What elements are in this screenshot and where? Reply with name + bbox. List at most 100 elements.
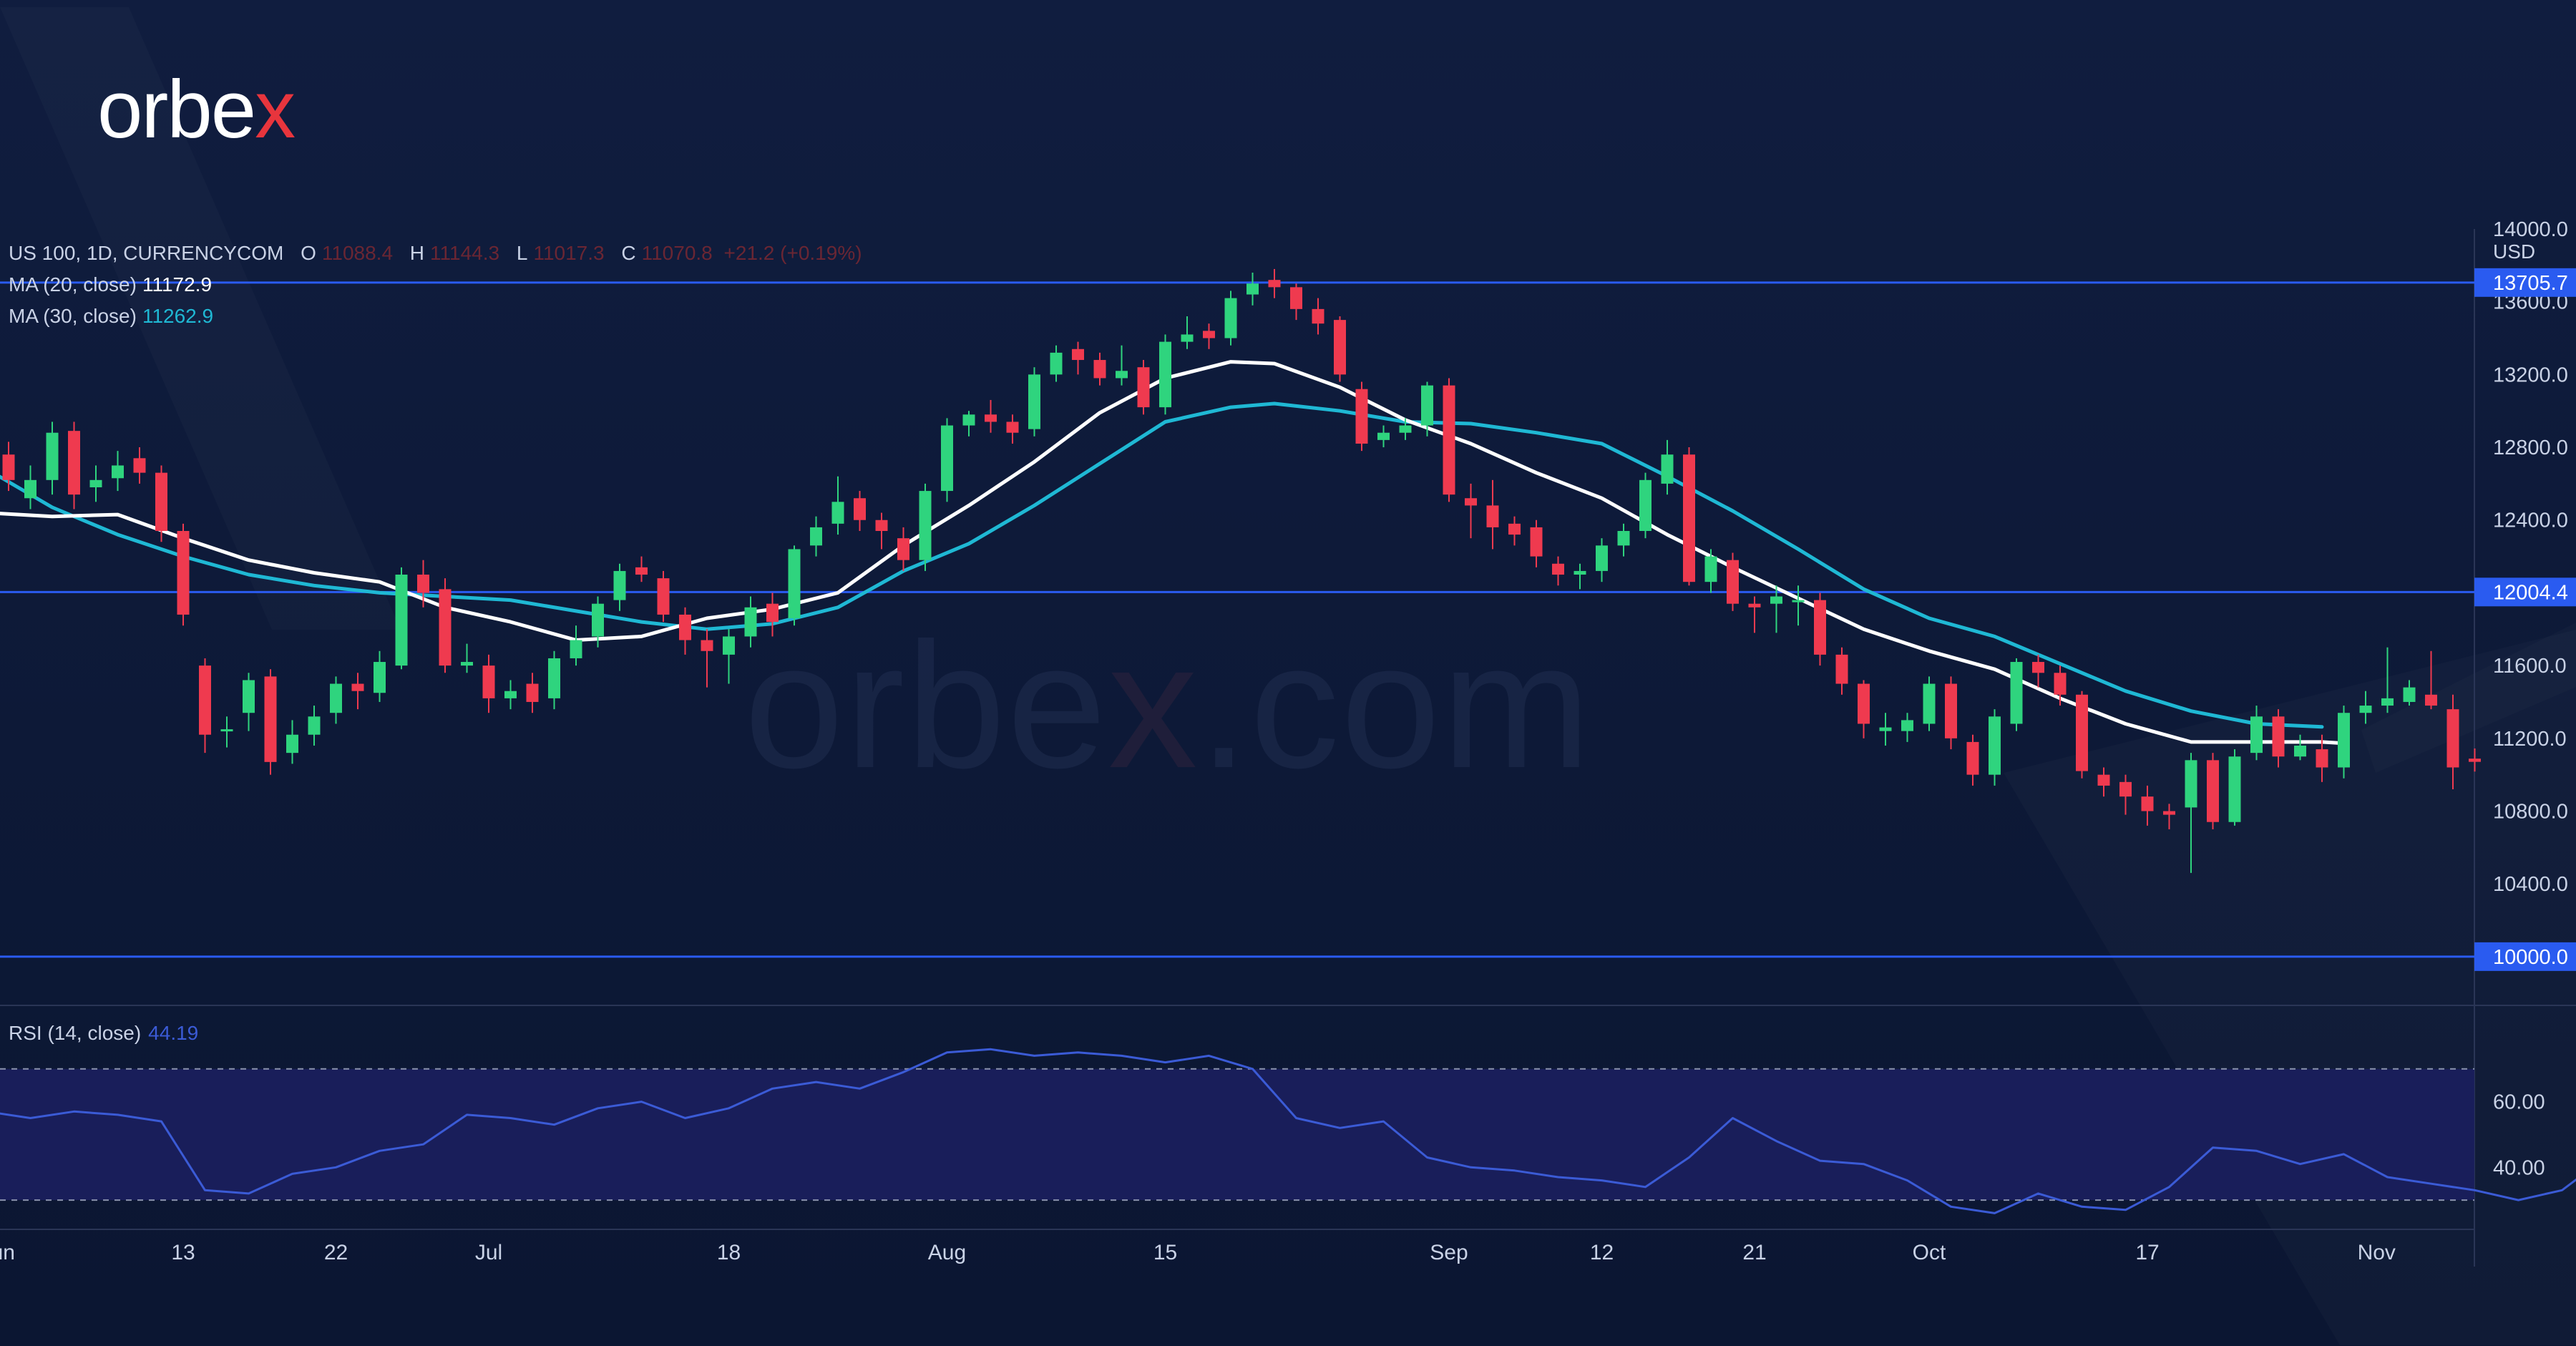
candle-body[interactable] <box>2469 759 2481 762</box>
candle-body[interactable] <box>788 549 801 619</box>
candle-body[interactable] <box>24 479 36 499</box>
candle-body[interactable] <box>744 607 757 637</box>
candle-body[interactable] <box>308 716 321 735</box>
candle-body[interactable] <box>2163 811 2175 815</box>
candle-body[interactable] <box>89 479 102 487</box>
candle-body[interactable] <box>962 414 975 426</box>
candle-body[interactable] <box>592 603 604 637</box>
candle-body[interactable] <box>2207 760 2219 822</box>
candle-body[interactable] <box>1966 741 1979 775</box>
candle-body[interactable] <box>635 567 648 575</box>
candle-body[interactable] <box>504 691 517 698</box>
candle-body[interactable] <box>2185 760 2197 808</box>
candle-body[interactable] <box>2446 709 2459 768</box>
ma20-legend[interactable]: MA (20, close) 11172.9 <box>9 273 212 296</box>
candle-body[interactable] <box>1443 385 1455 495</box>
candle-body[interactable] <box>351 683 364 691</box>
candle-body[interactable] <box>1203 331 1215 338</box>
candle-body[interactable] <box>1181 334 1194 342</box>
candle-body[interactable] <box>46 432 59 480</box>
candle-body[interactable] <box>1617 531 1630 546</box>
candle-body[interactable] <box>1312 308 1324 324</box>
candle-body[interactable] <box>1901 720 1913 731</box>
candle-body[interactable] <box>461 662 473 666</box>
candle-body[interactable] <box>2272 716 2285 757</box>
candle-body[interactable] <box>482 665 495 698</box>
candle-body[interactable] <box>1116 371 1128 379</box>
candle-body[interactable] <box>1879 727 1892 731</box>
candle-body[interactable] <box>1835 654 1848 684</box>
rsi-legend[interactable]: RSI (14, close) 44.19 <box>9 1022 198 1045</box>
candle-body[interactable] <box>439 589 452 666</box>
candle-body[interactable] <box>1574 570 1586 575</box>
candle-body[interactable] <box>1137 367 1150 408</box>
candle-body[interactable] <box>1704 556 1717 582</box>
candle-body[interactable] <box>1465 498 1477 506</box>
candle-body[interactable] <box>1050 352 1063 375</box>
candle-body[interactable] <box>2294 745 2306 757</box>
candle-body[interactable] <box>679 614 691 640</box>
candle-body[interactable] <box>395 575 408 666</box>
candle-body[interactable] <box>2381 698 2394 706</box>
symbol-legend[interactable]: US 100, 1D, CURRENCYCOM O 11088.4 H 11144.… <box>9 242 862 265</box>
candle-body[interactable] <box>243 680 255 713</box>
candle-body[interactable] <box>1596 545 1608 571</box>
candle-body[interactable] <box>1639 479 1652 531</box>
candle-body[interactable] <box>2010 662 2023 724</box>
candle-body[interactable] <box>1770 596 1782 604</box>
candle-body[interactable] <box>1530 527 1543 557</box>
candle-body[interactable] <box>897 538 909 560</box>
candle-body[interactable] <box>264 676 277 762</box>
candle-body[interactable] <box>613 570 626 600</box>
candle-body[interactable] <box>1945 683 1957 738</box>
candle-body[interactable] <box>657 578 670 615</box>
candle-body[interactable] <box>810 527 822 546</box>
candle-body[interactable] <box>1989 716 2001 775</box>
candle-body[interactable] <box>374 662 386 693</box>
candle-body[interactable] <box>766 603 779 623</box>
candle-body[interactable] <box>1486 505 1499 527</box>
candle-body[interactable] <box>1661 454 1674 484</box>
candle-body[interactable] <box>1923 683 1936 724</box>
candle-body[interactable] <box>1858 683 1870 724</box>
candle-body[interactable] <box>199 665 211 735</box>
candle-body[interactable] <box>570 640 582 658</box>
candle-body[interactable] <box>1246 283 1259 295</box>
candle-body[interactable] <box>155 472 167 531</box>
candle-body[interactable] <box>286 734 298 754</box>
candle-body[interactable] <box>1224 298 1237 338</box>
candle-body[interactable] <box>2338 713 2350 768</box>
candle-body[interactable] <box>1748 603 1761 608</box>
candle-body[interactable] <box>1268 280 1281 288</box>
candle-body[interactable] <box>526 683 539 702</box>
candle-body[interactable] <box>1355 389 1368 444</box>
candle-body[interactable] <box>854 498 866 520</box>
candle-body[interactable] <box>2425 694 2437 706</box>
candle-body[interactable] <box>919 491 932 560</box>
candle-body[interactable] <box>2359 706 2372 713</box>
candle-body[interactable] <box>1508 523 1521 535</box>
candle-body[interactable] <box>2228 756 2241 822</box>
candle-body[interactable] <box>2403 687 2416 702</box>
candle-body[interactable] <box>112 465 124 479</box>
candle-body[interactable] <box>875 520 888 531</box>
candle-body[interactable] <box>68 431 80 495</box>
candle-body[interactable] <box>1093 360 1106 379</box>
candle-body[interactable] <box>831 502 844 524</box>
candle-body[interactable] <box>2 454 15 480</box>
candle-body[interactable] <box>1006 421 1019 433</box>
candle-body[interactable] <box>2141 796 2154 811</box>
candle-body[interactable] <box>2250 716 2263 754</box>
candle-body[interactable] <box>1727 560 1739 604</box>
candle-body[interactable] <box>1377 432 1390 440</box>
candle-body[interactable] <box>330 683 342 713</box>
candle-body[interactable] <box>1552 563 1564 575</box>
ma30-legend[interactable]: MA (30, close) 11262.9 <box>9 305 213 328</box>
candle-body[interactable] <box>701 640 713 651</box>
candle-body[interactable] <box>2316 749 2328 768</box>
candle-body[interactable] <box>2076 694 2088 771</box>
candle-body[interactable] <box>1792 600 1805 603</box>
candle-body[interactable] <box>723 636 735 655</box>
candle-body[interactable] <box>220 729 233 732</box>
